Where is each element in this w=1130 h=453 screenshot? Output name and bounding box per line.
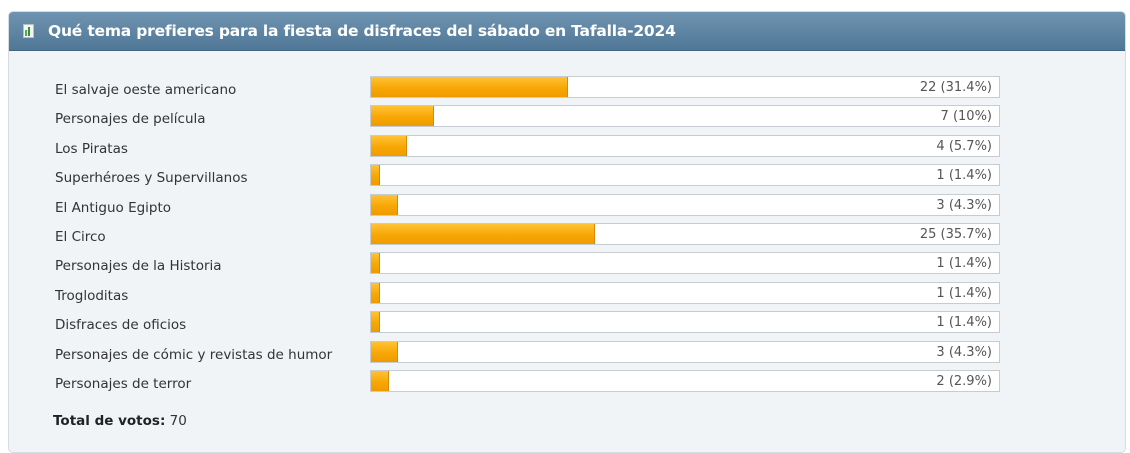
poll-option-bar-fill [371, 135, 407, 156]
poll-results: El salvaje oeste americano 22 (31.4%) Pers… [9, 76, 1125, 399]
poll-option-result: 1 (1.4%) [936, 168, 992, 184]
poll-option-bar: 1 (1.4%) [370, 311, 1000, 334]
poll-option-bar: 1 (1.4%) [370, 164, 1000, 187]
poll-option-bar-fill [371, 223, 596, 244]
poll-option-bar-fill [371, 106, 434, 127]
poll-option-bar: 1 (1.4%) [370, 252, 1000, 275]
poll-option-result: 2 (2.9%) [936, 373, 992, 389]
poll-option-result: 1 (1.4%) [936, 315, 992, 331]
poll-option-row: El salvaje oeste americano 22 (31.4%) [9, 76, 1125, 105]
total-label: Total de votos: [53, 413, 166, 429]
poll-option-result: 7 (10%) [940, 109, 992, 125]
poll-panel: Qué tema prefieres para la fiesta de dis… [8, 11, 1126, 453]
poll-option-result: 4 (5.7%) [936, 138, 992, 154]
poll-option-bar: 2 (2.9%) [370, 369, 1000, 392]
poll-option-bar-fill [371, 194, 398, 215]
poll-option-bar-fill [371, 253, 380, 274]
poll-option-row: Personajes de la Historia 1 (1.4%) [9, 252, 1125, 281]
poll-option-label: Personajes de película [55, 111, 206, 128]
poll-option-bar-fill [371, 370, 390, 391]
poll-option-result: 22 (31.4%) [919, 80, 992, 95]
poll-option-bar: 3 (4.3%) [370, 193, 1000, 216]
poll-option-label: Disfraces de oficios [55, 317, 187, 334]
poll-option-bar: 25 (35.7%) [370, 222, 1000, 245]
poll-option-label: Personajes de cómic y revistas de humor [55, 346, 333, 363]
poll-option-bar-fill [371, 341, 398, 362]
poll-option-label: Trogloditas [55, 287, 129, 304]
poll-option-bar: 22 (31.4%) [370, 76, 1000, 98]
poll-option-result: 3 (4.3%) [936, 197, 992, 213]
poll-title: Qué tema prefieres para la fiesta de dis… [48, 22, 676, 40]
poll-option-bar: 7 (10%) [370, 105, 1000, 128]
poll-option-result: 25 (35.7%) [919, 226, 992, 242]
poll-option-row: Trogloditas 1 (1.4%) [9, 281, 1125, 311]
poll-option-label: Personajes de la Historia [55, 258, 222, 275]
poll-option-label: El Antiguo Egipto [55, 199, 172, 216]
poll-option-label: Los Piratas [55, 140, 128, 157]
poll-option-row: Los Piratas 4 (5.7%) [9, 134, 1125, 164]
poll-option-row: El Antiguo Egipto 3 (4.3%) [9, 193, 1125, 223]
poll-option-row: El Circo 25 (35.7%) [9, 222, 1125, 252]
poll-option-bar: 4 (5.7%) [370, 134, 1000, 157]
poll-chart-icon [23, 24, 34, 38]
poll-option-result: 1 (1.4%) [936, 285, 992, 301]
poll-option-bar-fill [371, 165, 380, 186]
poll-option-row: Superhéroes y Supervillanos 1 (1.4%) [9, 164, 1125, 193]
poll-option-bar: 3 (4.3%) [370, 340, 1000, 363]
poll-option-result: 1 (1.4%) [936, 256, 992, 272]
poll-option-row: Personajes de terror 2 (2.9%) [9, 369, 1125, 399]
poll-option-label: Personajes de terror [55, 375, 192, 392]
poll-option-bar: 1 (1.4%) [370, 281, 1000, 304]
poll-option-result: 3 (4.3%) [936, 344, 992, 360]
poll-option-label: El salvaje oeste americano [55, 82, 237, 98]
poll-option-bar-fill [371, 282, 380, 303]
poll-total: Total de votos: 70 [53, 413, 187, 429]
poll-option-label: Superhéroes y Supervillanos [55, 170, 248, 187]
poll-option-row: Personajes de cómic y revistas de humor 3… [9, 340, 1125, 370]
poll-option-row: Personajes de película 7 (10%) [9, 105, 1125, 134]
total-value: 70 [169, 413, 187, 429]
poll-option-bar-fill [371, 77, 569, 97]
poll-option-label: El Circo [55, 228, 106, 245]
poll-header: Qué tema prefieres para la fiesta de dis… [9, 12, 1125, 51]
poll-option-row: Disfraces de oficios 1 (1.4%) [9, 311, 1125, 340]
poll-option-bar-fill [371, 312, 380, 333]
